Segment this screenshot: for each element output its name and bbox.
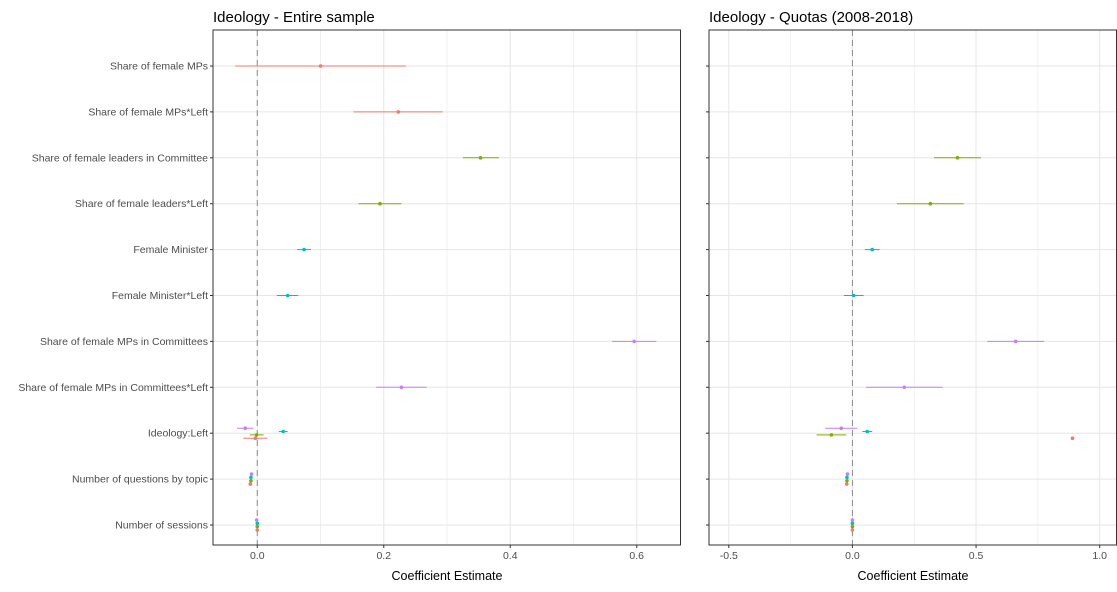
estimate-point — [255, 521, 260, 526]
estimate-point — [865, 429, 870, 434]
estimate-point — [281, 429, 286, 434]
y-tick-label: Share of female leaders in Committee — [32, 152, 208, 164]
x-tick-label: 0.6 — [629, 550, 644, 562]
estimate-point — [249, 478, 253, 483]
estimate-point — [285, 293, 290, 298]
estimate-point — [254, 433, 259, 437]
estimate-point — [1070, 436, 1075, 441]
x-tick-label: 0.4 — [503, 550, 518, 562]
estimate-point — [928, 201, 933, 206]
estimate-point — [396, 110, 401, 114]
estimate-point — [255, 528, 260, 532]
panel-2: Ideology - Quotas (2008-2018) -0.5 0.0 0.5 1… — [706, 9, 1117, 583]
estimate-point — [399, 385, 404, 390]
x-axis-label: Coefficient Estimate — [392, 569, 503, 583]
estimate-point — [850, 518, 855, 522]
estimate-point — [378, 201, 382, 206]
panel-border — [212, 29, 681, 546]
x-tick-label: 0.0 — [845, 550, 860, 562]
estimate-point — [478, 156, 483, 160]
estimate-point — [318, 64, 323, 68]
estimate-point — [955, 156, 960, 160]
estimate-point — [254, 518, 259, 522]
estimate-point — [302, 247, 306, 252]
estimate-point — [243, 426, 248, 431]
estimate-point — [249, 472, 254, 476]
x-tick-label: -0.5 — [720, 550, 738, 562]
x-tick-label: 1.0 — [1092, 550, 1107, 562]
estimate-point — [632, 339, 636, 344]
estimate-point — [839, 426, 844, 431]
panel-border — [708, 29, 1117, 546]
panel-title: Ideology - Quotas (2008-2018) — [709, 9, 913, 26]
estimate-point — [845, 478, 849, 483]
y-tick-label: Share of female leaders*Left — [75, 198, 208, 210]
x-axis-label: Coefficient Estimate — [858, 569, 969, 583]
estimate-point — [253, 436, 258, 441]
y-tick-label: Share of female MPs in Committees*Left — [18, 382, 208, 394]
panel-title: Ideology - Entire sample — [213, 9, 375, 26]
y-tick-label: Share of female MPs — [110, 61, 208, 73]
estimate-point — [249, 475, 253, 480]
estimate-point — [850, 524, 855, 529]
estimate-point — [845, 475, 849, 480]
y-tick-label: Female Minister — [133, 244, 208, 256]
estimate-point — [851, 293, 856, 298]
estimate-point — [829, 433, 834, 437]
estimate-point — [1013, 339, 1018, 344]
estimate-point — [844, 482, 849, 486]
x-tick-label: 0.0 — [250, 550, 265, 562]
estimate-point — [850, 528, 855, 532]
estimate-point — [870, 247, 874, 252]
y-tick-label: Number of questions by topic — [72, 474, 208, 486]
estimate-point — [255, 524, 260, 529]
x-tick-label: 0.2 — [376, 550, 391, 562]
y-tick-label: Number of sessions — [115, 520, 208, 532]
panel-1: Ideology - Entire sample 0.0 0.2 0.4 0.6 Coef… — [210, 9, 681, 583]
estimate-point — [248, 482, 253, 486]
x-tick-label: 0.5 — [969, 550, 984, 562]
estimate-point — [850, 521, 855, 526]
y-tick-label: Share of female MPs in Committees — [40, 336, 208, 348]
y-tick-label: Ideology:Left — [148, 428, 208, 440]
y-tick-label: Female Minister*Left — [112, 290, 208, 302]
estimate-point — [845, 472, 850, 476]
y-axis-labels: Share of female MPs Share of female MPs*L… — [18, 61, 208, 532]
estimate-point — [902, 385, 907, 390]
y-tick-label: Share of female MPs*Left — [88, 106, 208, 118]
